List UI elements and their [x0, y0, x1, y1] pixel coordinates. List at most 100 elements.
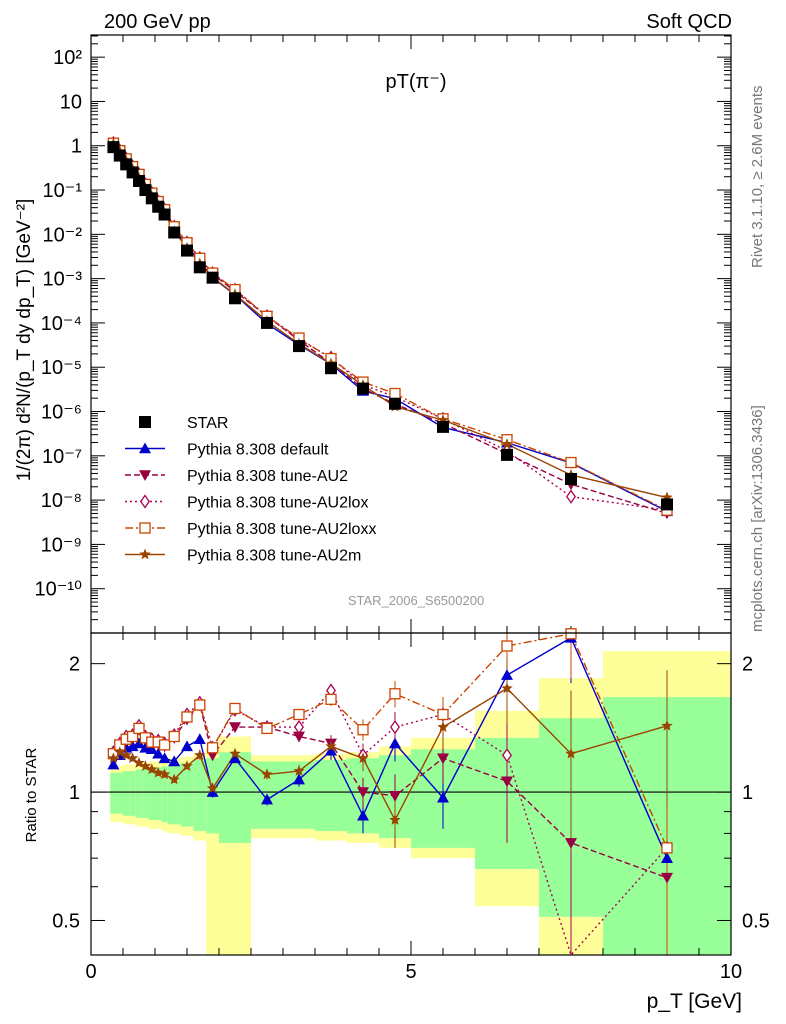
y-tick-label-7: 10⁻³: [43, 269, 83, 291]
y-tick-label-0: 10⁻¹⁰: [35, 579, 82, 601]
marker-ratio-0-10: [181, 740, 193, 752]
legend-label-4: Pythia 8.308 tune-AU2loxx: [187, 521, 376, 538]
ratio-frame: [90, 632, 732, 956]
marker-ratio-4-4: [133, 757, 145, 768]
marker-ratio-3-10: [181, 711, 193, 723]
main-frame: [90, 34, 732, 634]
marker-ratio-3-4: [133, 722, 145, 735]
y-tick-label-2: 10⁻⁸: [41, 490, 82, 512]
marker-ratio-4-5: [139, 760, 152, 771]
marker-main-4-19: [437, 414, 449, 425]
marker-ratio-0-3: [126, 740, 139, 752]
marker-ratio-3-16: [325, 693, 337, 705]
marker-ratio-3-19: [437, 708, 449, 721]
y-tick-label-8: 10⁻²: [43, 224, 83, 246]
marker-main-4-20: [501, 438, 513, 449]
star-point-12: [206, 271, 219, 284]
marker-ratio-4-9: [168, 773, 180, 785]
legend-label-1: Pythia 8.308 default: [187, 442, 329, 459]
marker-ratio-4-1: [114, 746, 126, 758]
star-point-19: [437, 420, 449, 433]
legend-marker-4: [139, 522, 151, 534]
marker-ratio-4-6: [146, 763, 158, 775]
marker-main-2-21: [566, 489, 576, 504]
band-inner-2: [123, 771, 130, 816]
marker-ratio-4-15: [293, 765, 305, 776]
marker-ratio-1-15: [293, 731, 305, 743]
band-inner-8: [161, 766, 168, 823]
star-point-11: [193, 261, 206, 274]
marker-ratio-0-14: [261, 793, 273, 805]
marker-ratio-4-8: [158, 768, 171, 780]
marker-ratio-0-11: [193, 733, 206, 745]
y-tick-label-11: 10: [60, 91, 82, 113]
marker-ratio-0-8: [158, 752, 171, 764]
marker-ratio-0-17: [357, 809, 369, 821]
y-tick-label-5: 10⁻⁵: [41, 357, 82, 379]
marker-ratio-2-20: [502, 748, 512, 763]
star-point-15: [293, 340, 305, 353]
band-inner-6: [148, 767, 155, 821]
marker-ratio-0-22: [661, 852, 673, 863]
legend: STAR Pythia 8.308 default Pythia 8.308 tun…: [125, 415, 376, 565]
star-point-14: [261, 316, 273, 329]
marker-ratio-0-4: [133, 737, 145, 749]
marker-ratio-3-18: [389, 688, 401, 700]
header-right: Soft QCD: [646, 11, 732, 33]
legend-marker-3: [140, 494, 150, 509]
ratio-axis-label: Ratio to STAR: [23, 747, 40, 842]
marker-ratio-3-15: [293, 708, 305, 721]
ratio-tick-label-right-2: 2: [742, 654, 753, 676]
band-inner-5: [142, 769, 149, 818]
star-point-9: [168, 226, 181, 239]
legend-label-5: Pythia 8.308 tune-AU2m: [187, 548, 361, 565]
mcplots-label: mcplots.cern.ch [arXiv:1306.3436]: [749, 405, 766, 632]
band-inner-13: [219, 752, 251, 843]
marker-ratio-3-3: [126, 730, 139, 743]
ratio-tick-label-right-1: 1: [742, 782, 753, 804]
marker-ratio-0-18: [389, 737, 401, 749]
ratio-tick-label-right-0: 0.5: [742, 910, 770, 932]
band-inner-4: [135, 769, 143, 818]
legend-marker-5: [139, 548, 151, 560]
x-tick-label-2: 10: [720, 961, 742, 983]
x-tick-label-1: 5: [405, 961, 416, 983]
marker-ratio-4-19: [437, 721, 449, 732]
star-point-17: [357, 382, 369, 395]
marker-ratio-1-22: [661, 872, 673, 884]
marker-ratio-4-0: [107, 752, 120, 764]
marker-ratio-4-21: [565, 747, 577, 759]
band-inner-16: [315, 759, 347, 832]
marker-ratio-3-17: [357, 724, 369, 736]
y-tick-label-10: 1: [71, 136, 82, 158]
marker-ratio-4-3: [126, 752, 139, 764]
marker-ratio-0-20: [501, 669, 513, 680]
star-point-13: [229, 292, 241, 305]
ratio-tick-label-left-1: 1: [69, 782, 80, 804]
y-tick-label-9: 10⁻¹: [43, 180, 83, 202]
marker-ratio-1-21: [565, 838, 577, 849]
marker-ratio-1-20: [501, 776, 513, 788]
marker-ratio-3-14: [261, 722, 273, 735]
marker-ratio-4-13: [229, 747, 241, 759]
marker-ratio-4-14: [261, 768, 273, 780]
data-markers: [107, 135, 673, 884]
header-left: 200 GeV pp: [104, 11, 211, 33]
marker-ratio-1-18: [389, 791, 401, 802]
marker-ratio-0-9: [168, 755, 181, 767]
marker-ratio-1-17: [357, 787, 369, 799]
legend-marker-1: [139, 442, 151, 454]
marker-ratio-3-11: [194, 699, 206, 711]
marker-ratio-3-8: [158, 739, 171, 751]
star-point-16: [325, 362, 337, 375]
marker-ratio-3-12: [206, 742, 219, 754]
marker-ratio-4-22: [661, 719, 673, 731]
star-point-20: [501, 448, 513, 461]
marker-ratio-4-12: [206, 782, 219, 794]
legend-label-2: Pythia 8.308 tune-AU2: [187, 468, 348, 485]
marker-ratio-0-16: [325, 744, 337, 756]
x-axis-label: p_T [GeV]: [647, 990, 742, 1013]
legend-label-3: Pythia 8.308 tune-AU2lox: [187, 495, 368, 512]
ratio-tick-label-left-2: 2: [69, 654, 80, 676]
